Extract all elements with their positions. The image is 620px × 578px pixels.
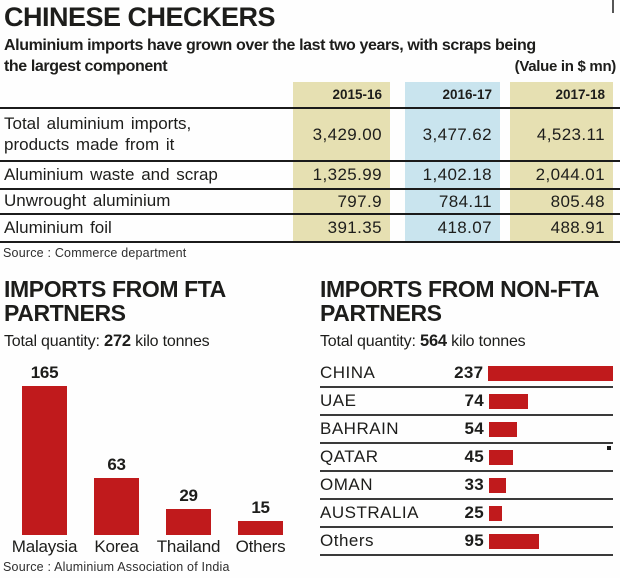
cell-value: 1,325.99 [312, 165, 382, 184]
total-value: 272 [103, 332, 131, 350]
bar-group-malaysia: 165 [22, 363, 67, 535]
bar-group-others: 15 [238, 498, 283, 535]
country-label: AUSTRALIA [320, 503, 419, 522]
total-suffix: kilo tonnes [130, 333, 210, 350]
cell-value: 1,402.18 [422, 165, 492, 184]
category-label-others: Others [235, 537, 286, 556]
subtitle-line1: Aluminium imports have grown over the la… [4, 37, 536, 54]
table-row-total-imports: Total aluminium imports, products made f… [0, 109, 620, 162]
fta-title-line1: IMPORTS FROM FTA [4, 276, 226, 302]
scan-artifact-line [612, 0, 614, 13]
category-label-thailand: Thailand [156, 537, 221, 556]
total-value: 564 [419, 332, 447, 350]
country-label: BAHRAIN [320, 419, 400, 438]
country-label: Others [320, 531, 375, 550]
cell-value: 2,044.01 [535, 165, 605, 184]
total-prefix: Total quantity: [4, 333, 104, 350]
bar-oman [489, 477, 506, 493]
non-fta-total-quantity: Total quantity: 564 kilo tonnes [320, 332, 526, 351]
bar-uae [489, 393, 528, 409]
country-label: CHINA [320, 363, 376, 382]
cell-value: 418.07 [437, 218, 492, 237]
country-value: 74 [464, 391, 484, 410]
column-header-2016-17: 2016-17 [442, 87, 492, 102]
hbar-row-china: CHINA 237 [320, 360, 613, 388]
bar-bahrain [489, 421, 517, 437]
hbar-row-australia: AUSTRALIA 25 [320, 500, 613, 528]
cell-value: 797.9 [337, 191, 382, 211]
category-label-malaysia: Malaysia [11, 537, 78, 556]
row-label: Aluminium foil [4, 217, 112, 237]
hbar-row-qatar: QATAR 45 [320, 444, 613, 472]
bar-others-nonfta [489, 533, 539, 549]
bar-australia [489, 505, 502, 521]
bar-group-korea: 63 [94, 455, 139, 535]
cell-value: 4,523.11 [536, 124, 605, 144]
cell-value: 805.48 [550, 191, 605, 211]
row-label: Aluminium waste and scrap [4, 164, 218, 184]
cell-value: 488.91 [550, 218, 605, 237]
country-value: 45 [464, 447, 484, 466]
page-title: CHINESE CHECKERS [4, 2, 276, 32]
total-suffix: kilo tonnes [446, 333, 526, 350]
cell-value: 391.35 [327, 218, 382, 237]
cell-value: 3,477.62 [422, 124, 492, 144]
bar-qatar [489, 449, 513, 465]
country-label: UAE [320, 391, 357, 410]
bar-korea [94, 478, 139, 535]
table-row-unwrought: Unwrought aluminium 797.9 784.11 805.48 [0, 190, 620, 215]
column-header-2017-18: 2017-18 [555, 87, 605, 102]
bar-value-label: 29 [179, 486, 198, 505]
subtitle-row: the largest component (Value in $ mn) [4, 58, 616, 76]
fta-title-line2: PARTNERS [4, 300, 126, 326]
hbar-row-bahrain: BAHRAIN 54 [320, 416, 613, 444]
hbar-row-others: Others 95 [320, 528, 613, 556]
country-value: 54 [464, 419, 484, 438]
total-prefix: Total quantity: [320, 333, 420, 350]
bar-china [488, 365, 613, 381]
bar-malaysia [22, 386, 67, 535]
table-row-foil: Aluminium foil 391.35 418.07 488.91 [0, 215, 620, 243]
bar-value-label: 165 [30, 363, 59, 382]
non-fta-bar-list: CHINA 237 UAE 74 BAHRAIN 54 QATAR 45 OMA… [320, 360, 613, 556]
country-value: 95 [464, 531, 484, 550]
scan-artifact-dot [607, 446, 611, 450]
bar-others [238, 521, 283, 535]
country-value: 237 [454, 363, 484, 382]
country-value: 25 [464, 503, 484, 522]
country-label: QATAR [320, 447, 379, 466]
table-row-waste-scrap: Aluminium waste and scrap 1,325.99 1,402… [0, 162, 620, 190]
value-unit-note: (Value in $ mn) [514, 58, 617, 75]
fta-total-quantity: Total quantity: 272 kilo tonnes [4, 332, 210, 351]
cell-value: 3,429.00 [312, 124, 382, 144]
column-header-2015-16: 2015-16 [332, 87, 382, 102]
category-label-korea: Korea [94, 537, 139, 556]
non-fta-title-line1: IMPORTS FROM NON-FTA [320, 276, 600, 302]
non-fta-title-line2: PARTNERS [320, 300, 442, 326]
imports-table: 2015-16 2016-17 2017-18 Total aluminium … [0, 82, 620, 243]
chart-source: Source : Aluminium Association of India [3, 560, 230, 574]
country-value: 33 [464, 475, 484, 494]
row-label: Unwrought aluminium [4, 191, 171, 211]
bar-group-thailand: 29 [166, 486, 211, 535]
row-label: Total aluminium imports, products made f… [4, 113, 192, 154]
table-source: Source : Commerce department [3, 246, 187, 260]
hbar-row-uae: UAE 74 [320, 388, 613, 416]
bar-value-label: 15 [251, 498, 270, 517]
cell-value: 784.11 [438, 191, 492, 211]
bar-value-label: 63 [107, 455, 126, 474]
table-header-row: 2015-16 2016-17 2017-18 [0, 82, 620, 109]
bar-thailand [166, 509, 211, 535]
hbar-row-oman: OMAN 33 [320, 472, 613, 500]
country-label: OMAN [320, 475, 373, 494]
subtitle-line2: the largest component [4, 58, 168, 75]
